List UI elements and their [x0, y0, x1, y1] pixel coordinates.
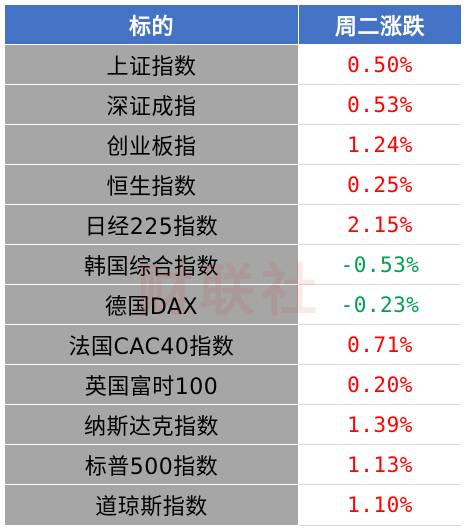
change-value: -0.53%: [299, 245, 461, 285]
table-row: 德国DAX -0.23%: [5, 285, 461, 325]
change-value: 0.71%: [299, 325, 461, 365]
change-value: 1.39%: [299, 405, 461, 445]
table-row: 日经225指数 2.15%: [5, 205, 461, 245]
table-row: 上证指数 0.50%: [5, 45, 461, 85]
index-name: 深证成指: [5, 85, 299, 125]
change-value: 0.20%: [299, 365, 461, 405]
table-row: 法国CAC40指数 0.71%: [5, 325, 461, 365]
change-value: 1.13%: [299, 445, 461, 485]
index-name: 标普500指数: [5, 445, 299, 485]
header-tuesday-change: 周二涨跌: [299, 5, 461, 45]
table-row: 创业板指 1.24%: [5, 125, 461, 165]
index-name: 道琼斯指数: [5, 485, 299, 526]
change-value: 0.50%: [299, 45, 461, 85]
index-name: 恒生指数: [5, 165, 299, 205]
index-name: 纳斯达克指数: [5, 405, 299, 445]
table-row: 深证成指 0.53%: [5, 85, 461, 125]
index-name: 法国CAC40指数: [5, 325, 299, 365]
change-value: 2.15%: [299, 205, 461, 245]
table-row: 恒生指数 0.25%: [5, 165, 461, 205]
index-name: 韩国综合指数: [5, 245, 299, 285]
index-change-table: 标的 周二涨跌 上证指数 0.50% 深证成指 0.53% 创业板指 1.24%…: [5, 5, 461, 526]
change-value: 1.10%: [299, 485, 461, 526]
index-name: 上证指数: [5, 45, 299, 85]
table-row: 道琼斯指数 1.10%: [5, 485, 461, 526]
table-row: 英国富时100 0.20%: [5, 365, 461, 405]
change-value: -0.23%: [299, 285, 461, 325]
index-name: 英国富时100: [5, 365, 299, 405]
table-row: 标普500指数 1.13%: [5, 445, 461, 485]
table-row: 纳斯达克指数 1.39%: [5, 405, 461, 445]
table-row: 韩国综合指数 -0.53%: [5, 245, 461, 285]
change-value: 0.25%: [299, 165, 461, 205]
change-value: 1.24%: [299, 125, 461, 165]
index-name: 日经225指数: [5, 205, 299, 245]
change-value: 0.53%: [299, 85, 461, 125]
index-name: 创业板指: [5, 125, 299, 165]
index-name: 德国DAX: [5, 285, 299, 325]
table-header-row: 标的 周二涨跌: [5, 5, 461, 45]
header-target: 标的: [5, 5, 299, 45]
